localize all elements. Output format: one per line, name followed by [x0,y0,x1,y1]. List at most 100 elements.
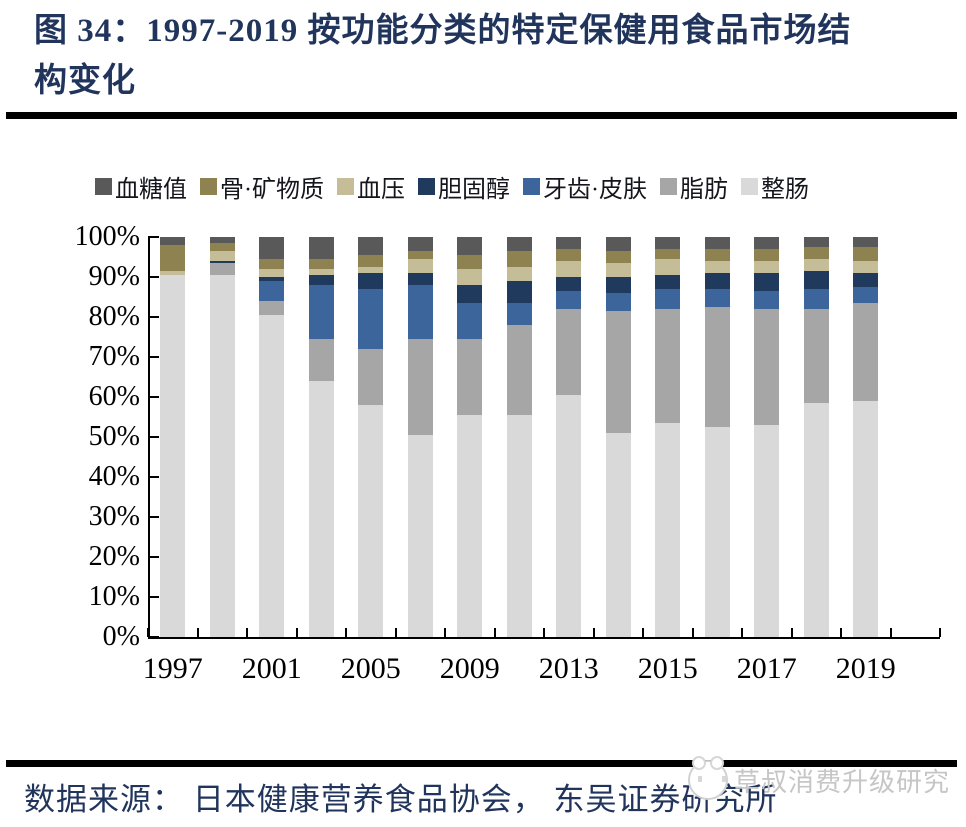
x-axis-tick [889,628,892,637]
x-axis-tick-label: 1997 [142,652,203,685]
bar-segment-2015-7 [655,423,681,637]
figure-title-line-2: 构变化 [34,63,136,99]
watermark-text: 草叔消费升级研究 [734,767,951,797]
legend-label: 骨·矿物质 [220,176,324,203]
bar-1997 [160,237,186,637]
bar-segment-2016-3 [704,261,730,273]
bar-segment-2001-5 [259,281,285,301]
bar-segment-2015-3 [655,259,681,275]
bar-segment-2007-4 [407,273,433,285]
y-axis-tick-label: 70% [88,341,140,372]
bar-segment-2001-4 [259,277,285,281]
x-axis-tick [345,628,347,637]
x-axis-tick [790,628,793,637]
bar-segment-2019-1 [853,237,879,247]
x-axis-tick-label: 2013 [538,652,599,685]
bar-segment-2017-3 [754,261,780,273]
figure-title-line-1: 图 34：1997-2019 按功能分类的特定保健用食品市场结 [34,13,852,49]
bar-segment-2007-7 [407,435,433,637]
bar-segment-2001-1 [259,237,285,259]
bar-segment-2018-4 [803,271,829,289]
x-axis-tick [196,628,199,637]
bar-segment-2001-6 [259,301,285,315]
bar-segment-2007-2 [407,251,433,259]
bar-segment-2013-6 [556,309,582,395]
bar-segment-1999-3 [209,251,235,261]
y-axis-tick-label: 40% [88,461,140,492]
x-axis-tick [246,628,248,637]
legend-item-6: 脂肪 [660,169,728,204]
bar-segment-2014-1 [605,237,631,251]
legend-item-4: 胆固醇 [418,169,510,204]
bar-segment-2016-5 [704,289,730,307]
x-axis-tick [592,628,595,637]
bar-segment-2018-5 [803,289,829,309]
y-axis-tick [150,396,159,398]
bar-segment-2005-6 [358,349,384,405]
bar-segment-2011-4 [506,281,532,303]
bar-segment-1999-6 [209,263,235,275]
legend-item-5: 牙齿·皮肤 [523,169,647,204]
bar-segment-2003-1 [308,237,334,259]
bar-segment-2011-1 [506,237,532,251]
x-axis-tick-label: 2009 [439,652,500,685]
bar-segment-1997-7 [160,275,186,637]
watermark-logo-icon [688,756,728,800]
bar-segment-2016-2 [704,249,730,261]
bar-segment-2005-1 [358,237,384,255]
y-axis-tick [150,636,159,638]
bar-segment-2009-2 [457,255,483,269]
bar-segment-2009-1 [457,237,483,255]
bar-segment-2018-1 [803,237,829,247]
bar-segment-1999-2 [209,243,235,251]
y-axis-tick-label: 100% [74,221,140,252]
y-axis-tick [150,436,159,438]
bar-segment-1997-1 [160,237,186,245]
bar-segment-2017-6 [754,309,780,425]
x-axis-tick-label: 2015 [637,652,698,685]
bar-segment-2014-6 [605,311,631,433]
bar-segment-2018-3 [803,259,829,271]
bar-segment-2009-4 [457,285,483,303]
bar-segment-2016-6 [704,307,730,427]
bar-segment-2017-5 [754,291,780,309]
y-axis-line [148,236,150,638]
bar-segment-2011-7 [506,415,532,637]
legend-item-2: 骨·矿物质 [200,169,324,204]
bar-segment-2015-5 [655,289,681,309]
bar-segment-2003-4 [308,275,334,285]
bar-segment-2019-3 [853,261,879,273]
legend-swatch-icon [418,177,435,195]
bar-2011 [506,237,532,637]
bar-segment-2009-7 [457,415,483,637]
y-axis-tick-label: 20% [88,541,140,572]
bar-2005 [358,237,384,637]
title-divider [6,112,957,119]
y-axis-tick [150,316,159,318]
bar-segment-2016-7 [704,427,730,637]
bar-segment-2005-5 [358,289,384,349]
bar-segment-2019-4 [853,273,879,287]
bar-segment-2007-5 [407,285,433,339]
y-axis-tick [150,516,159,518]
bar-2007 [407,237,433,637]
y-axis-tick-label: 50% [88,421,140,452]
bar-segment-2016-1 [704,237,730,249]
bar-segment-2003-3 [308,269,334,275]
bar-segment-1999-1 [209,237,235,243]
bar-segment-2015-2 [655,249,681,259]
bar-segment-2007-6 [407,339,433,435]
legend-swatch-icon [337,177,354,195]
legend-label: 整肠 [761,176,809,203]
legend-label: 血糖值 [115,176,187,203]
bar-segment-2017-1 [754,237,780,249]
bar-segment-2013-2 [556,249,582,261]
legend-swatch-icon [660,177,677,195]
bar-segment-2014-3 [605,263,631,277]
x-axis-tick [691,628,694,637]
legend-swatch-icon [523,177,540,195]
bar-segment-2015-1 [655,237,681,249]
footer-divider [6,760,957,767]
bar-segment-1999-4 [209,261,235,263]
bar-segment-2003-5 [308,285,334,339]
